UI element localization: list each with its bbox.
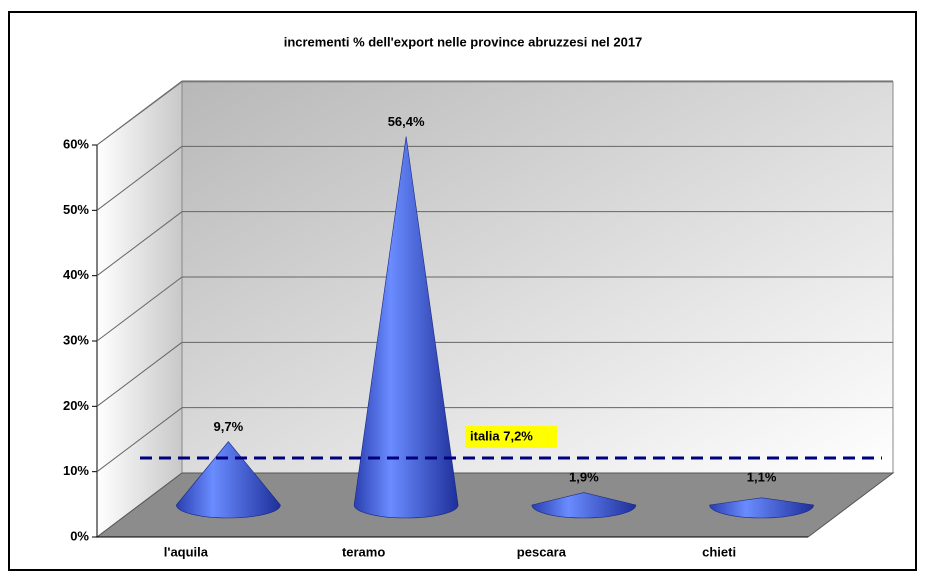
y-tick-label: 40% bbox=[63, 267, 89, 282]
x-tick-label: chieti bbox=[702, 544, 736, 559]
value-label: 1,1% bbox=[747, 469, 777, 484]
chart-title: incrementi % dell'export nelle province … bbox=[284, 34, 643, 49]
grid-line bbox=[96, 211, 183, 277]
x-tick-label: l'aquila bbox=[164, 544, 209, 559]
value-label: 56,4% bbox=[388, 114, 425, 129]
grid-line bbox=[96, 145, 183, 211]
grid-line bbox=[96, 80, 183, 146]
cone bbox=[353, 136, 459, 519]
annotation: italia 7,2% bbox=[470, 428, 533, 443]
y-tick-label: 10% bbox=[63, 463, 89, 478]
y-tick-label: 0% bbox=[70, 528, 89, 543]
cone bbox=[709, 497, 814, 519]
x-tick-label: pescara bbox=[517, 544, 567, 559]
value-label: 1,9% bbox=[569, 469, 599, 484]
annotation-bg bbox=[465, 425, 557, 448]
x-tick-label: teramo bbox=[342, 544, 385, 559]
grid-line bbox=[96, 407, 183, 473]
grid-line bbox=[96, 341, 183, 407]
cone bbox=[531, 492, 637, 519]
grid-line bbox=[96, 276, 183, 342]
y-tick-label: 50% bbox=[63, 202, 89, 217]
y-tick-label: 30% bbox=[63, 332, 89, 347]
y-tick-label: 60% bbox=[63, 136, 89, 151]
y-tick-label: 20% bbox=[63, 398, 89, 413]
cone bbox=[176, 441, 281, 519]
value-label: 9,7% bbox=[214, 419, 244, 434]
